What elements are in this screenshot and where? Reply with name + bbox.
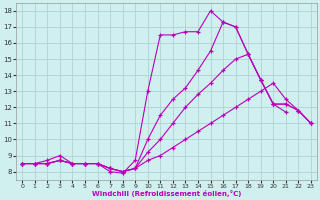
- X-axis label: Windchill (Refroidissement éolien,°C): Windchill (Refroidissement éolien,°C): [92, 190, 241, 197]
